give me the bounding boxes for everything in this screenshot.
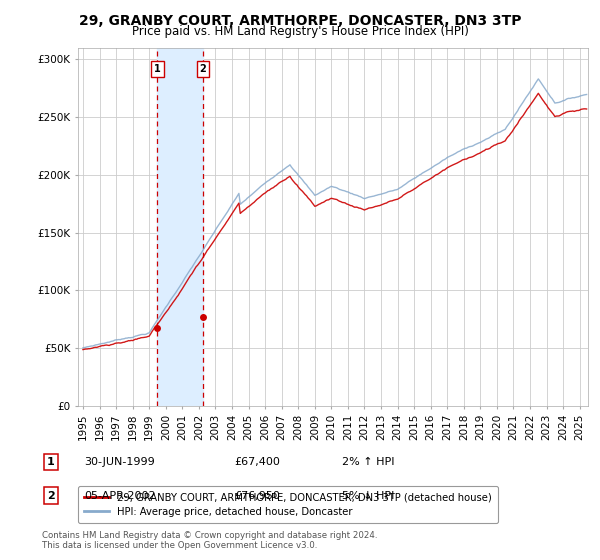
Text: £76,950: £76,950: [234, 491, 280, 501]
Text: Price paid vs. HM Land Registry's House Price Index (HPI): Price paid vs. HM Land Registry's House …: [131, 25, 469, 38]
Legend: 29, GRANBY COURT, ARMTHORPE, DONCASTER, DN3 3TP (detached house), HPI: Average p: 29, GRANBY COURT, ARMTHORPE, DONCASTER, …: [78, 486, 497, 523]
Text: 2: 2: [200, 64, 206, 74]
Text: 05-APR-2002: 05-APR-2002: [84, 491, 155, 501]
Bar: [157, 48, 203, 406]
Text: 1: 1: [47, 457, 55, 467]
Text: Contains HM Land Registry data © Crown copyright and database right 2024.
This d: Contains HM Land Registry data © Crown c…: [42, 530, 377, 550]
Text: 2% ↑ HPI: 2% ↑ HPI: [342, 457, 395, 467]
Text: 2: 2: [47, 491, 55, 501]
Text: £67,400: £67,400: [234, 457, 280, 467]
Text: 29, GRANBY COURT, ARMTHORPE, DONCASTER, DN3 3TP: 29, GRANBY COURT, ARMTHORPE, DONCASTER, …: [79, 14, 521, 28]
Text: 1: 1: [154, 64, 161, 74]
Text: 30-JUN-1999: 30-JUN-1999: [84, 457, 155, 467]
Text: 5% ↓ HPI: 5% ↓ HPI: [342, 491, 394, 501]
